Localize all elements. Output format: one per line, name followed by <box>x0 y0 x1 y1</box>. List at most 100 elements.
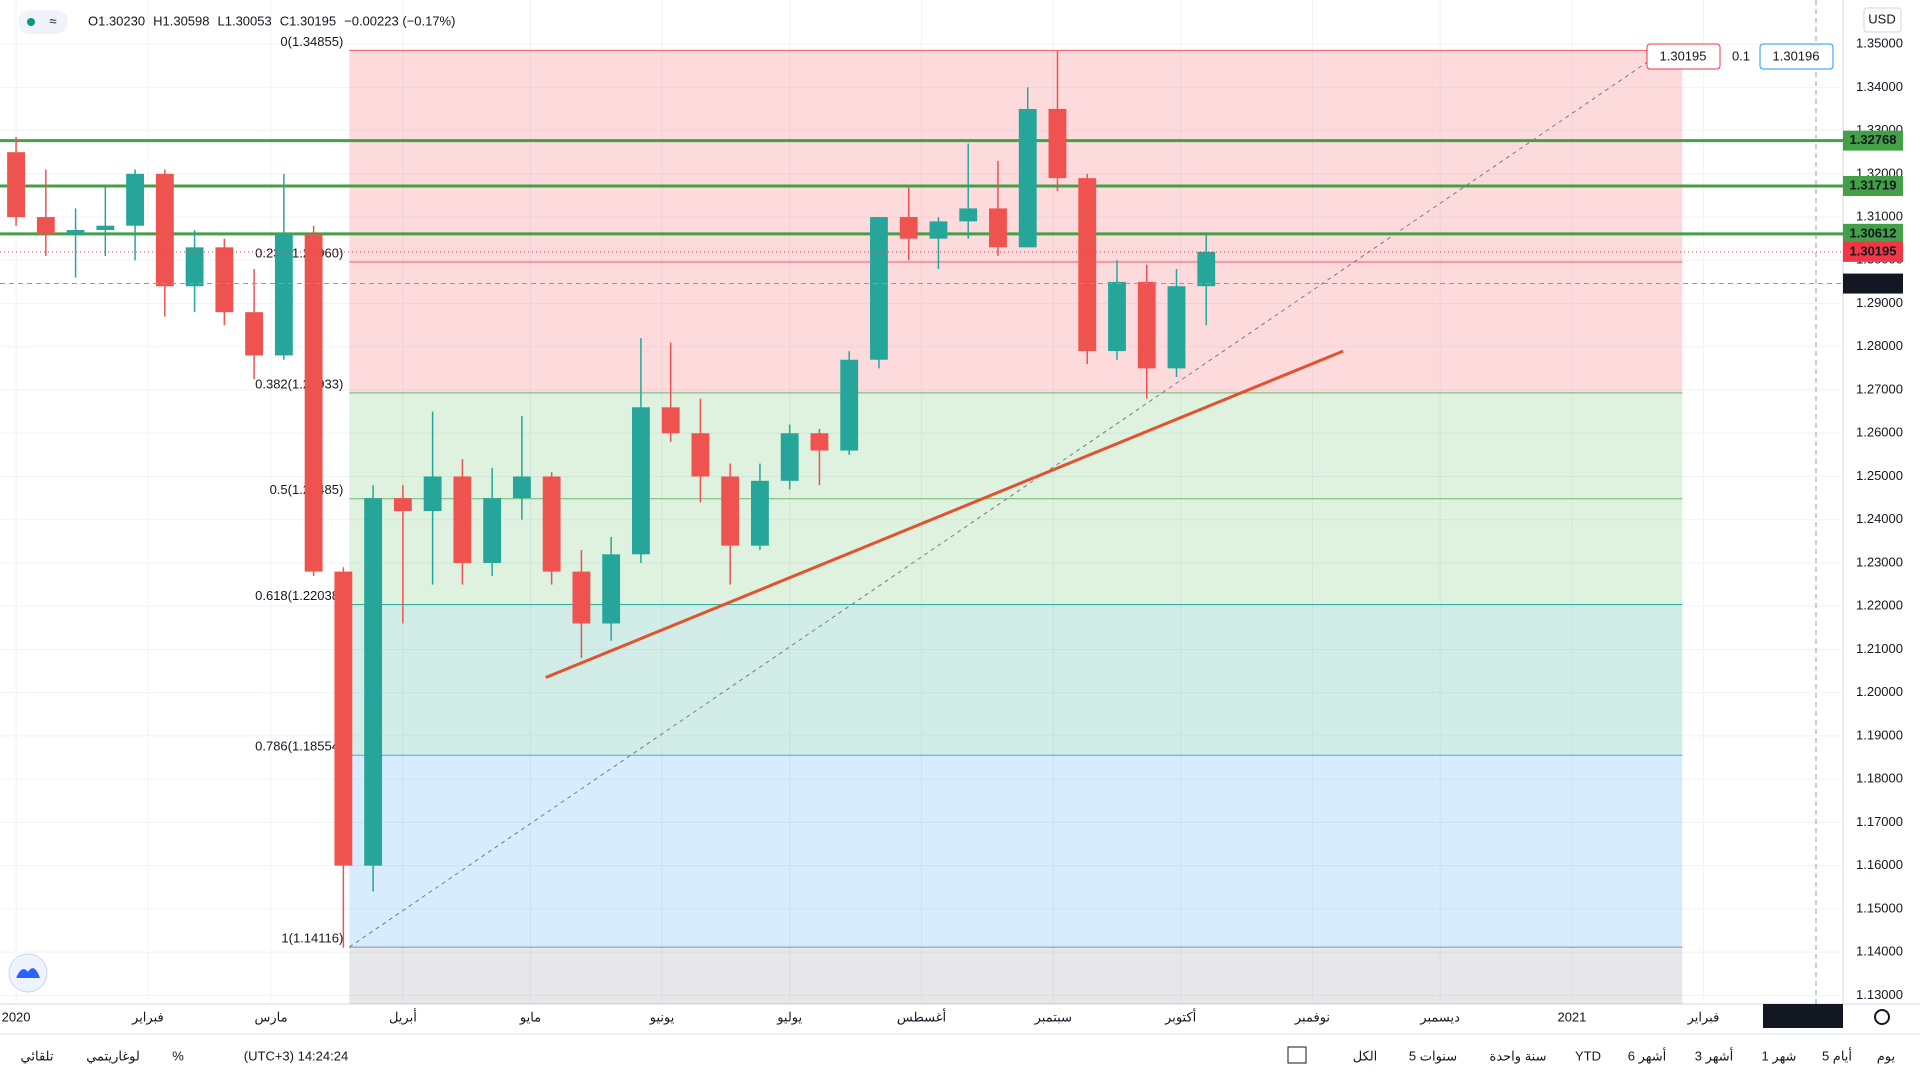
candle-body <box>245 312 264 356</box>
fib-trend <box>349 49 1665 948</box>
x-tick-label: أبريل <box>389 1008 417 1025</box>
price-tag-label: 1.30195 <box>1850 243 1897 258</box>
x-tick-label: نوفمبر <box>1294 1009 1330 1025</box>
price-tag <box>1843 175 1903 196</box>
candle-body <box>1108 281 1126 352</box>
x-tick-label: يونيو <box>649 1009 675 1025</box>
candle-body <box>304 234 323 572</box>
y-tick-label: 1.14000 <box>1856 944 1903 959</box>
price-tag-label: 1.29462 <box>1850 275 1897 290</box>
candle-body <box>393 498 412 512</box>
fib-zone <box>349 755 1683 948</box>
timeframe-button[interactable]: 5 أيام <box>1822 1047 1852 1064</box>
y-tick-label: 1.16000 <box>1856 857 1903 872</box>
timeframe-button[interactable]: الكل <box>1353 1048 1378 1063</box>
log-button[interactable]: لوغاريتمي <box>86 1048 140 1064</box>
x-tick-label: 2020 <box>2 1009 31 1024</box>
fib-label: 0.236(1.29960) <box>255 245 343 260</box>
settings-button[interactable] <box>1874 1009 1890 1025</box>
fib-label: 0.382(1.26933) <box>255 376 343 391</box>
y-tick-label: 1.13000 <box>1856 987 1903 1002</box>
x-tick-label: ديسمبر <box>1419 1009 1460 1025</box>
timeframe-button[interactable]: يوم <box>1877 1048 1896 1064</box>
legend-toggle[interactable] <box>18 10 68 34</box>
candle-body <box>989 208 1007 248</box>
timeframe-button[interactable]: 5 سنوات <box>1409 1048 1457 1064</box>
candle-body <box>691 433 710 477</box>
spread: 0.1 <box>1732 48 1750 63</box>
candle-body <box>453 476 472 563</box>
y-tick-label: 1.21000 <box>1856 641 1903 656</box>
y-tick-label: 1.27000 <box>1856 381 1903 396</box>
candle-body <box>661 407 680 434</box>
candle-body <box>334 571 353 866</box>
y-tick-label: 1.22000 <box>1856 598 1903 613</box>
timeframe-button[interactable]: سنة واحدة <box>1490 1048 1547 1064</box>
percent-button[interactable]: % <box>172 1048 184 1063</box>
clock: (UTC+3) 14:24:24 <box>244 1048 348 1063</box>
candle-body <box>631 407 650 555</box>
fib-zone <box>349 392 1683 499</box>
candle-body <box>364 498 383 866</box>
x-tick-label: مايو <box>519 1009 541 1025</box>
candle-body <box>1197 251 1216 287</box>
auto-button[interactable]: تلقائي <box>21 1048 54 1063</box>
timeframe-button[interactable]: 6 أشهر <box>1628 1047 1667 1064</box>
y-tick-label: 1.17000 <box>1856 814 1903 829</box>
candle-body <box>1048 108 1067 179</box>
candle-body <box>899 217 918 239</box>
y-tick-label: 1.29000 <box>1856 295 1903 310</box>
y-tick-label: 1.25000 <box>1856 468 1903 483</box>
candle-body <box>274 234 293 356</box>
fib-label: 0.786(1.18554) <box>255 739 343 754</box>
compare-button[interactable] <box>1287 1046 1307 1064</box>
fib-zone <box>349 262 1683 393</box>
candle-body <box>126 173 145 226</box>
candle-body <box>751 480 769 546</box>
candle-body <box>215 247 234 313</box>
y-tick-label: 1.20000 <box>1856 684 1903 699</box>
candle-body <box>1018 108 1037 248</box>
x-tick-label: فبراير <box>131 1009 164 1025</box>
fib-zone <box>349 50 1683 263</box>
fib-zone <box>349 947 1683 1004</box>
y-tick-label: 1.19000 <box>1856 727 1903 742</box>
ohlc-value: O1.30230 <box>88 13 145 28</box>
price-tag <box>1843 130 1903 151</box>
x-tick-label: أغسطس <box>897 1008 946 1025</box>
y-tick-label: 1.18000 <box>1856 771 1903 786</box>
price-tag-label: 1.31719 <box>1850 177 1897 192</box>
y-tick-label: 1.34000 <box>1856 79 1903 94</box>
buy-button[interactable] <box>1759 43 1834 70</box>
x-tick-label: أكتوبر <box>1164 1008 1196 1025</box>
candle-body <box>870 217 888 360</box>
timeframe-button[interactable]: 1 شهر <box>1762 1048 1797 1064</box>
candle-body <box>840 359 859 451</box>
ohlc-value: −0.00223 (−0.17%) <box>344 13 455 28</box>
candle-body <box>512 476 531 499</box>
fib-zone <box>349 498 1683 605</box>
price-tag <box>1843 223 1903 244</box>
y-tick-label: 1.23000 <box>1856 554 1903 569</box>
date-tag-label: 02 مارس '21 <box>1767 1007 1839 1023</box>
x-tick-label: 2021 <box>1557 1009 1586 1024</box>
candle-body <box>929 221 948 239</box>
fib-label: 1(1.14116) <box>281 931 343 946</box>
y-tick-label: 1.26000 <box>1856 425 1903 440</box>
candle-body <box>810 433 829 451</box>
candle-body <box>1078 178 1097 352</box>
trend-line <box>545 349 1344 679</box>
timeframe-button[interactable]: 3 أشهر <box>1695 1047 1734 1064</box>
candle-body <box>572 571 591 624</box>
status-dot <box>27 18 35 26</box>
icon: ≈ <box>49 13 56 28</box>
candle-body <box>602 554 621 624</box>
y-tick-label: 1.35000 <box>1856 36 1903 51</box>
candle-body <box>423 476 442 512</box>
y-tick-label: 1.24000 <box>1856 511 1903 526</box>
fib-zone <box>349 604 1683 756</box>
currency-button[interactable] <box>1863 7 1902 33</box>
sell-button[interactable] <box>1646 43 1721 70</box>
timeframe-button[interactable]: YTD <box>1575 1048 1601 1063</box>
